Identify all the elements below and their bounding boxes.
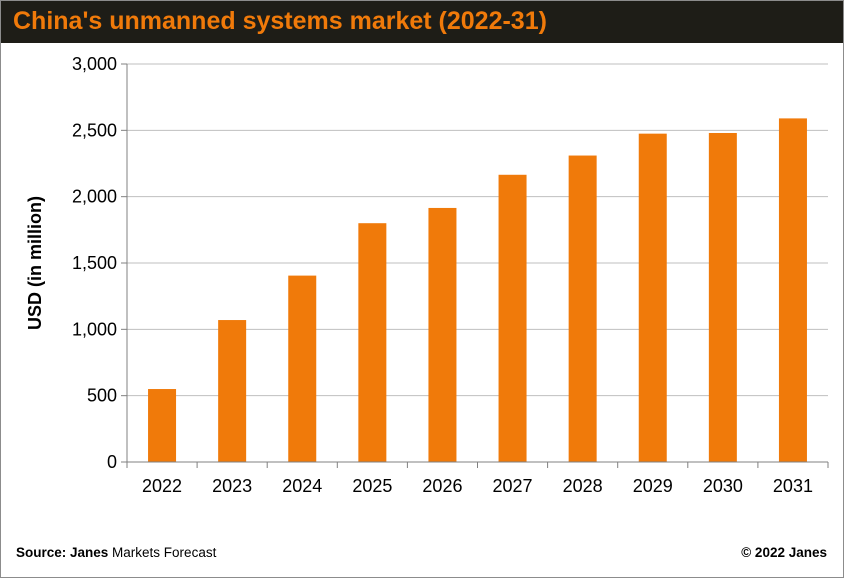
y-tick-label: 1,000 — [72, 319, 117, 339]
y-tick-label: 0 — [107, 452, 117, 472]
y-tick-label: 2,000 — [72, 187, 117, 207]
bar — [218, 320, 247, 462]
bar — [568, 155, 597, 463]
x-tick-label: 2025 — [352, 476, 392, 496]
y-tick-label: 1,500 — [72, 253, 117, 273]
title-bar: China's unmanned systems market (2022-31… — [1, 1, 843, 43]
x-tick-label: 2022 — [142, 476, 182, 496]
bar — [288, 275, 317, 462]
x-tick-label: 2028 — [563, 476, 603, 496]
bar — [358, 223, 387, 462]
x-tick-label: 2023 — [212, 476, 252, 496]
x-tick-label: 2030 — [703, 476, 743, 496]
x-tick-label: 2027 — [493, 476, 533, 496]
bar — [778, 118, 807, 462]
chart-title: China's unmanned systems market (2022-31… — [13, 7, 547, 35]
bar — [148, 389, 177, 462]
bar-chart: 0 500 1,000 1,500 2,000 2,500 3,000 2022 2023 202… — [25, 54, 829, 496]
y-tick-label: 500 — [87, 386, 117, 406]
source-rest: Markets Forecast — [108, 545, 217, 560]
y-tick-label: 2,500 — [72, 120, 117, 140]
x-tick-label: 2029 — [633, 476, 673, 496]
x-tick-label: 2024 — [282, 476, 322, 496]
bar — [638, 133, 667, 462]
y-tick-label: 3,000 — [72, 54, 117, 74]
y-axis-label: USD (in million) — [25, 196, 45, 330]
source-note: Source: Janes Markets Forecast — [16, 545, 216, 560]
bar — [428, 207, 457, 462]
bar — [708, 132, 737, 462]
x-tick-label: 2026 — [422, 476, 462, 496]
source-label: Source: Janes — [16, 545, 109, 560]
copyright: © 2022 Janes — [741, 545, 827, 560]
bar — [498, 174, 527, 462]
x-tick-label: 2031 — [773, 476, 813, 496]
